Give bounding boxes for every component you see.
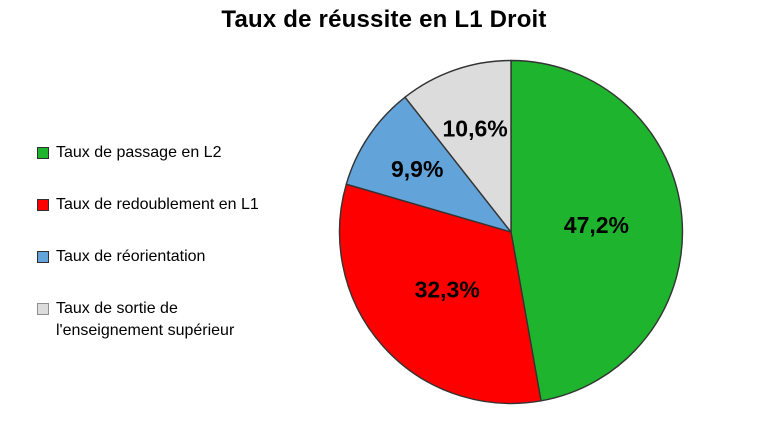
chart-title: Taux de réussite en L1 Droit bbox=[221, 6, 547, 33]
legend-label: Taux de passage en L2 bbox=[56, 144, 222, 161]
legend-label: Taux de réorientation bbox=[56, 248, 206, 265]
legend-swatch-red bbox=[37, 199, 49, 211]
legend-label: Taux de sortie de l'enseignement supérie… bbox=[56, 300, 235, 339]
pie-slice-2 bbox=[345, 96, 512, 233]
legend-label: Taux de redoublement en L1 bbox=[56, 196, 259, 213]
legend-swatch-gray bbox=[37, 303, 49, 315]
legend-item-passage-l2: Taux de passage en L2 bbox=[37, 142, 259, 164]
pie-slice-3 bbox=[404, 59, 512, 233]
legend-swatch-blue bbox=[37, 251, 49, 263]
pie-slice-1 bbox=[338, 183, 542, 405]
pie-slice-0 bbox=[510, 59, 684, 402]
legend-item-sortie-enseignement: Taux de sortie de l'enseignement supérie… bbox=[37, 298, 259, 342]
pie-value-label-3: 10,6% bbox=[442, 116, 507, 142]
pie-value-label-1: 32,3% bbox=[415, 277, 480, 303]
legend: Taux de passage en L2 Taux de redoubleme… bbox=[37, 142, 259, 342]
legend-item-reorientation: Taux de réorientation bbox=[37, 246, 259, 268]
legend-item-redoublement-l1: Taux de redoublement en L1 bbox=[37, 194, 259, 216]
pie-value-label-0: 47,2% bbox=[564, 212, 629, 238]
pie-value-label-2: 9,9% bbox=[391, 156, 443, 182]
legend-swatch-green bbox=[37, 147, 49, 159]
